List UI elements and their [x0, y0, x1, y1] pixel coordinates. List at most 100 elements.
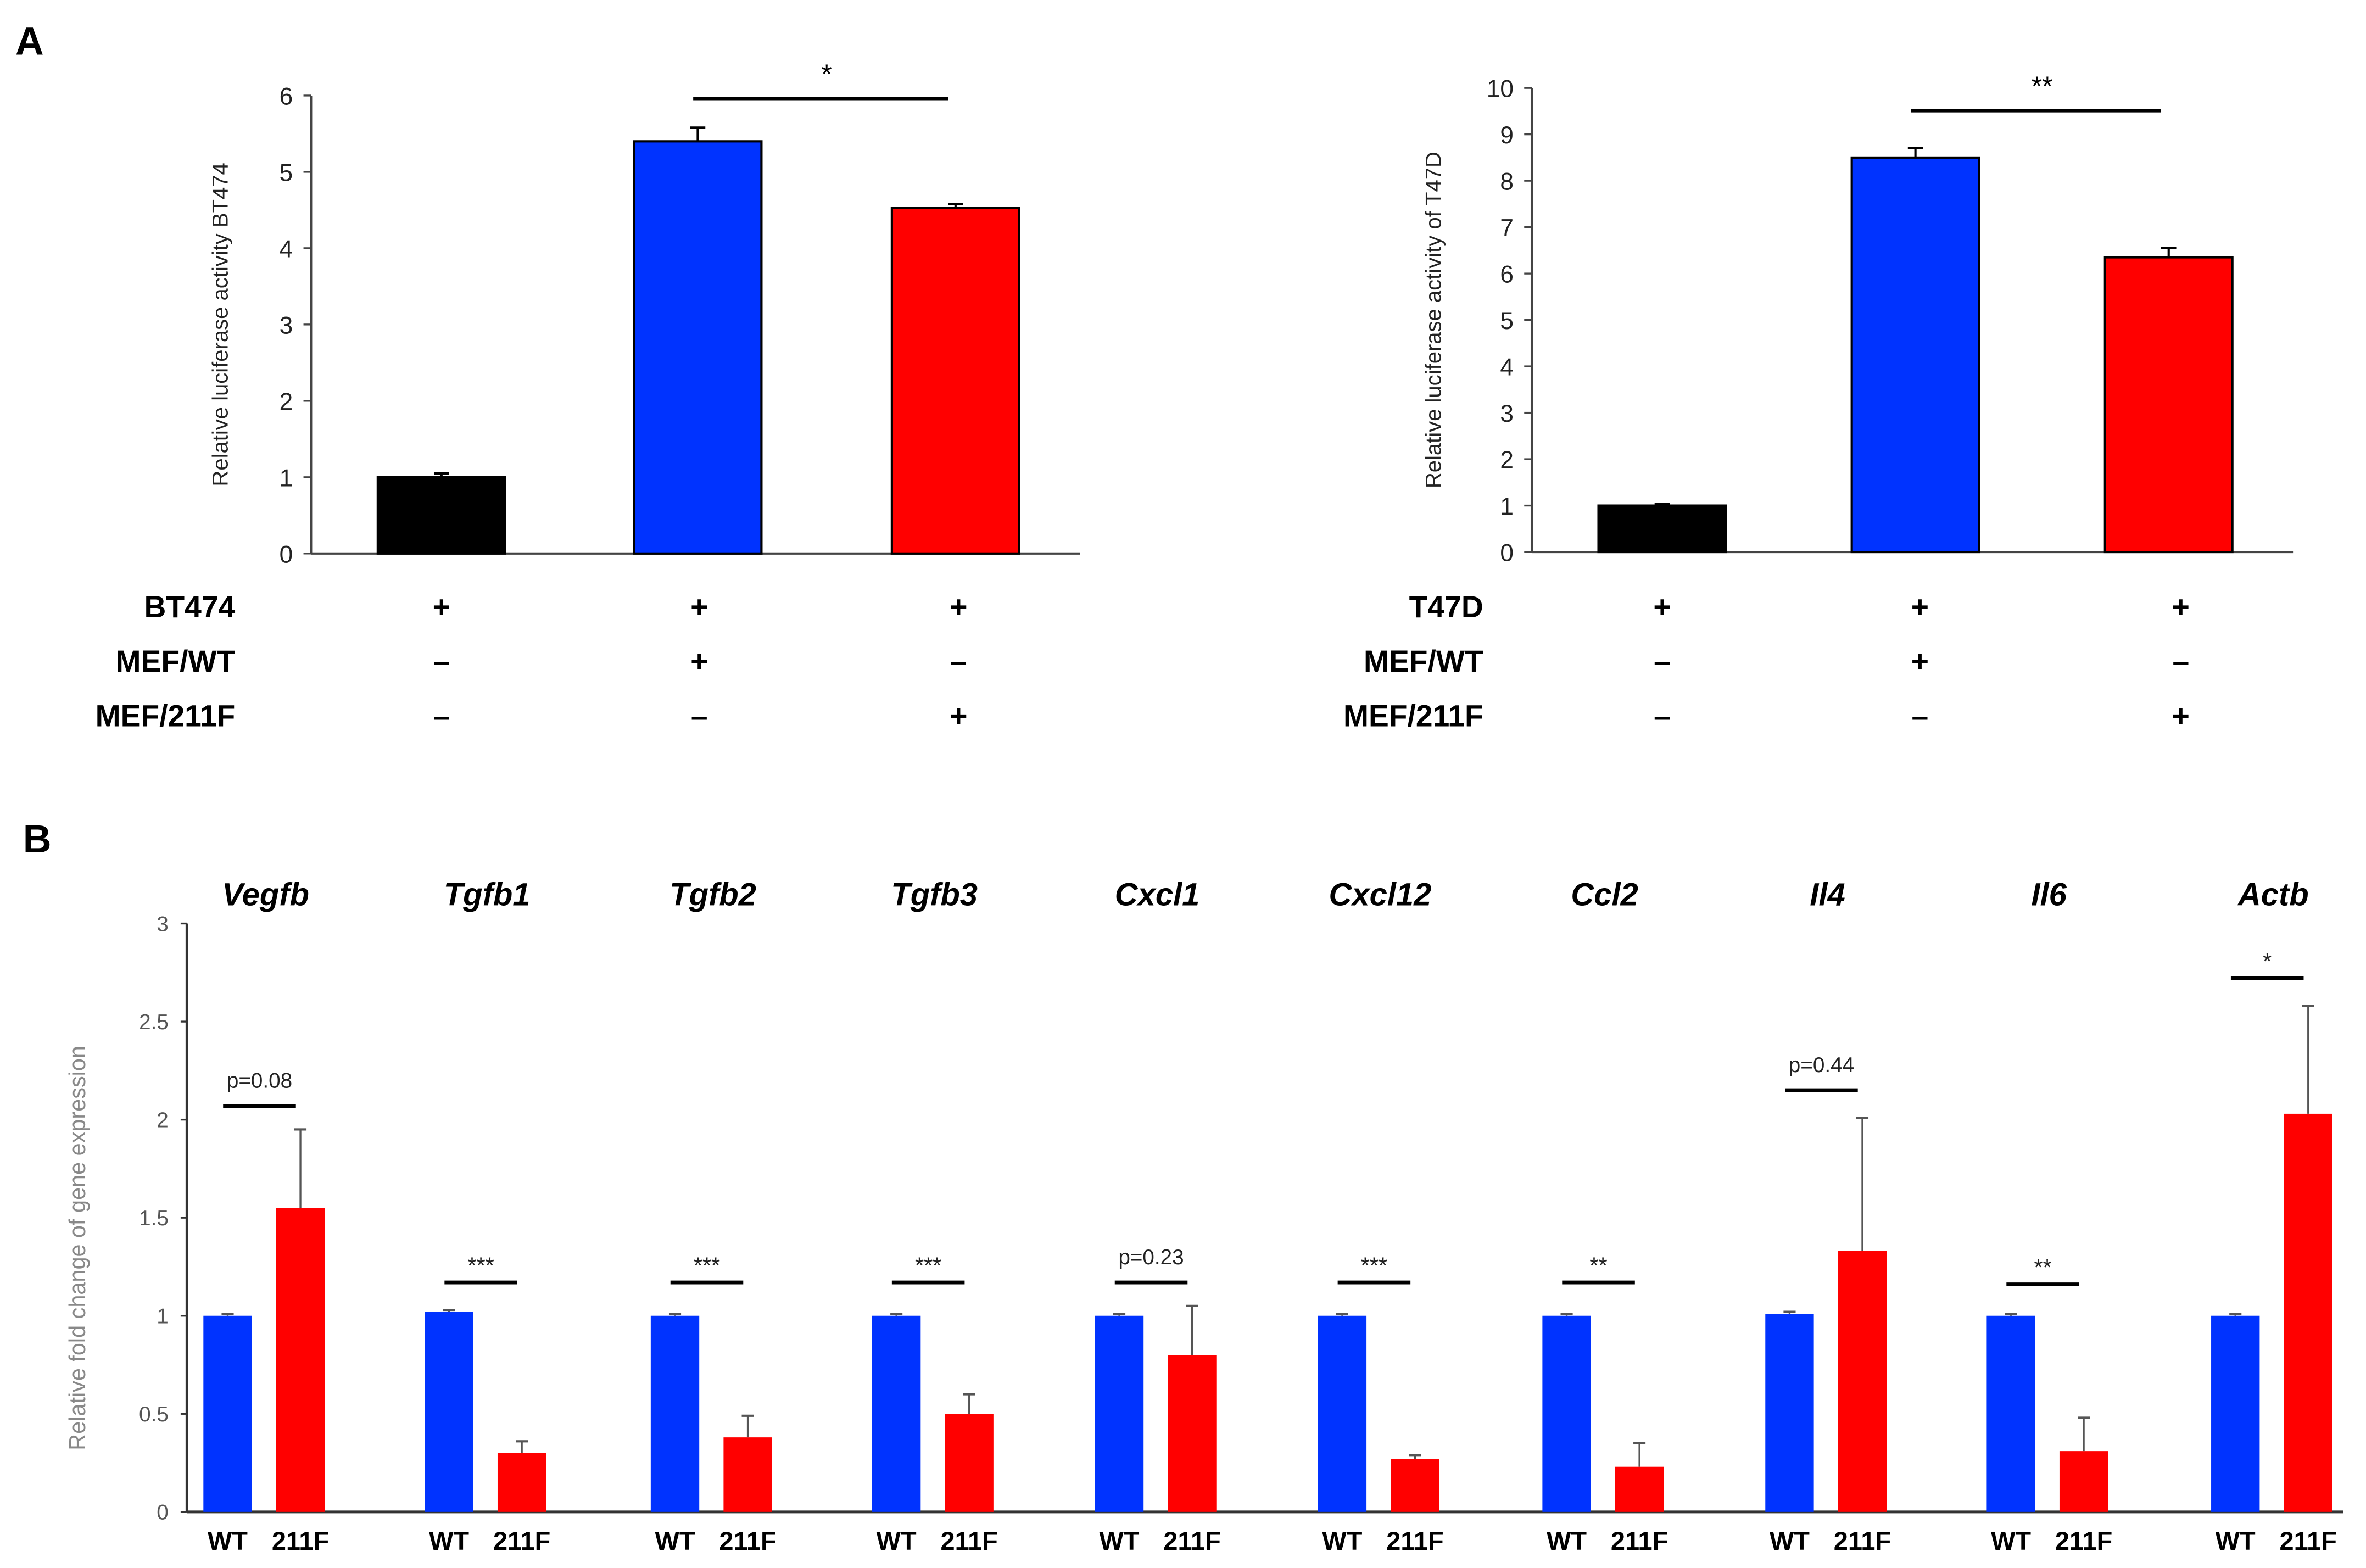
x-label-wt: WT	[1547, 1527, 1587, 1555]
bar-211f	[2284, 1113, 2332, 1512]
condition-sign: +	[2172, 590, 2190, 624]
y-tick-label: 1.5	[139, 1207, 169, 1230]
y-tick-label: 3	[157, 912, 169, 936]
bar-211f	[945, 1414, 994, 1512]
condition-sign: –	[1654, 699, 1671, 733]
x-label-211f: 211F	[1834, 1527, 1891, 1555]
condition-label: MEF/WT	[1364, 644, 1483, 678]
y-tick-label: 7	[1500, 215, 1514, 242]
condition-sign: +	[950, 590, 967, 624]
bar-211f	[276, 1208, 325, 1512]
significance-label: **	[2034, 1255, 2051, 1280]
condition-label: T47D	[1409, 590, 1483, 624]
bar-wt	[203, 1315, 252, 1512]
y-tick-label: 2.5	[139, 1011, 169, 1034]
y-tick-label: 4	[1500, 354, 1514, 381]
significance-label: ***	[467, 1253, 494, 1278]
bar	[376, 476, 506, 555]
y-tick-label: 3	[280, 312, 293, 339]
significance-label: ***	[1361, 1253, 1387, 1278]
condition-label: MEF/WT	[116, 644, 236, 678]
condition-sign: –	[950, 644, 967, 678]
y-tick-label: 8	[1500, 169, 1514, 196]
bar-wt	[2211, 1315, 2260, 1512]
y-axis-label: Relative luciferase activity of T47D	[1421, 152, 1446, 488]
panel-label-a: A	[15, 19, 44, 63]
bar-211f	[497, 1453, 546, 1512]
condition-sign: –	[433, 699, 450, 733]
condition-sign: –	[1912, 699, 1929, 733]
condition-sign: +	[2172, 699, 2190, 733]
y-tick-label: 4	[280, 236, 293, 263]
significance-label: ***	[915, 1253, 941, 1278]
x-label-211f: 211F	[940, 1527, 997, 1555]
x-label-211f: 211F	[272, 1527, 329, 1555]
condition-sign: –	[691, 699, 708, 733]
condition-sign: +	[433, 590, 450, 624]
condition-sign: +	[690, 644, 708, 678]
y-tick-label: 6	[280, 83, 293, 110]
x-label-wt: WT	[877, 1527, 917, 1555]
x-label-211f: 211F	[1386, 1527, 1443, 1555]
bar-wt	[425, 1312, 473, 1512]
y-tick-label: 0	[1500, 540, 1514, 567]
significance-label: p=0.08	[227, 1069, 292, 1092]
x-label-wt: WT	[429, 1527, 469, 1555]
x-label-211f: 211F	[719, 1527, 776, 1555]
x-label-211f: 211F	[2055, 1527, 2112, 1555]
significance-label: *	[2263, 949, 2272, 974]
y-tick-label: 2	[1500, 447, 1514, 474]
significance-label: **	[2032, 71, 2053, 102]
y-tick-label: 0.5	[139, 1403, 169, 1426]
y-axis-label: Relative luciferase activity BT474	[208, 163, 232, 486]
bar-211f	[1391, 1459, 1439, 1512]
y-tick-label: 9	[1500, 122, 1514, 149]
y-tick-label: 2	[157, 1108, 169, 1132]
y-tick-label: 2	[280, 388, 293, 415]
chart-bt474: 0 1 2 3 4 5 6 Relative luciferase activity BT47…	[96, 59, 1080, 733]
y-tick-label: 1	[1500, 493, 1514, 520]
x-label-211f: 211F	[493, 1527, 550, 1555]
bar	[890, 207, 1020, 555]
condition-sign: +	[950, 699, 967, 733]
bar-wt	[650, 1315, 700, 1512]
x-label-wt: WT	[1100, 1527, 1140, 1555]
gene-label: Ccl2	[1571, 877, 1638, 912]
gene-label: Tgfb2	[669, 877, 756, 912]
y-tick-label: 5	[280, 159, 293, 186]
y-tick-label: 0	[280, 541, 293, 568]
y-tick-label: 1	[157, 1305, 169, 1329]
bar-wt	[872, 1315, 921, 1512]
bar	[633, 140, 763, 555]
y-tick-label: 0	[157, 1501, 169, 1525]
x-label-wt: WT	[1991, 1527, 2031, 1555]
gene-label: Tgfb1	[444, 877, 531, 912]
condition-sign: –	[1654, 644, 1671, 678]
gene-label: Cxcl12	[1329, 877, 1431, 912]
condition-sign: –	[433, 644, 450, 678]
gene-label: Actb	[2237, 877, 2309, 912]
x-label-wt: WT	[208, 1527, 248, 1555]
condition-sign: +	[1653, 590, 1671, 624]
condition-label: MEF/211F	[1343, 699, 1483, 733]
bar-wt	[1765, 1314, 1814, 1512]
significance-label: p=0.44	[1789, 1053, 1854, 1077]
y-tick-label: 6	[1500, 261, 1514, 288]
significance-label: p=0.23	[1118, 1246, 1184, 1269]
bar-211f	[1615, 1466, 1664, 1512]
y-tick-label: 3	[1500, 400, 1514, 427]
bar-wt	[1095, 1315, 1144, 1512]
gene-label: Vegfb	[222, 877, 309, 912]
y-tick-label: 10	[1487, 76, 1514, 103]
bar	[1597, 504, 1727, 554]
bar-wt	[1542, 1315, 1591, 1512]
bar-211f	[723, 1437, 772, 1512]
bar-wt	[1986, 1315, 2035, 1512]
x-label-wt: WT	[1770, 1527, 1810, 1555]
x-label-wt: WT	[1322, 1527, 1362, 1555]
chart-gene-expression: 0 0.5 1 1.5 2 2.5 3 Relative fold change of gen…	[65, 877, 2343, 1555]
gene-label: Il6	[2031, 877, 2067, 912]
gene-label: Tgfb3	[891, 877, 978, 912]
gene-label: Il4	[1810, 877, 1845, 912]
condition-sign: +	[1911, 590, 1929, 624]
